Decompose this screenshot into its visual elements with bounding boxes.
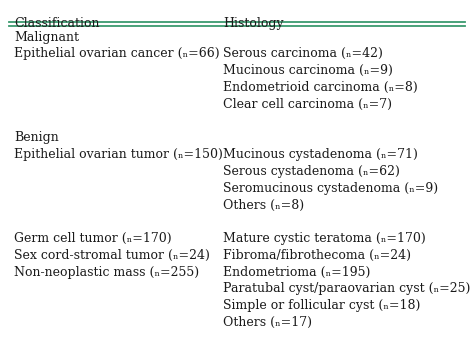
Text: Endometrioid carcinoma (ₙ=8): Endometrioid carcinoma (ₙ=8) <box>223 81 418 94</box>
Text: Mucinous carcinoma (ₙ=9): Mucinous carcinoma (ₙ=9) <box>223 64 393 77</box>
Text: Serous carcinoma (ₙ=42): Serous carcinoma (ₙ=42) <box>223 47 383 60</box>
Text: Malignant: Malignant <box>14 31 79 44</box>
Text: Serous cystadenoma (ₙ=62): Serous cystadenoma (ₙ=62) <box>223 165 400 178</box>
Text: Endometrioma (ₙ=195): Endometrioma (ₙ=195) <box>223 266 371 279</box>
Text: Mature cystic teratoma (ₙ=170): Mature cystic teratoma (ₙ=170) <box>223 232 426 245</box>
Text: Classification: Classification <box>14 17 100 31</box>
Text: Simple or follicular cyst (ₙ=18): Simple or follicular cyst (ₙ=18) <box>223 299 421 312</box>
Text: Epithelial ovarian cancer (ₙ=66): Epithelial ovarian cancer (ₙ=66) <box>14 47 219 60</box>
Text: Germ cell tumor (ₙ=170): Germ cell tumor (ₙ=170) <box>14 232 172 245</box>
Text: Sex cord-stromal tumor (ₙ=24): Sex cord-stromal tumor (ₙ=24) <box>14 249 210 262</box>
Text: Epithelial ovarian tumor (ₙ=150): Epithelial ovarian tumor (ₙ=150) <box>14 148 223 161</box>
Text: Others (ₙ=8): Others (ₙ=8) <box>223 199 304 212</box>
Text: Mucinous cystadenoma (ₙ=71): Mucinous cystadenoma (ₙ=71) <box>223 148 418 161</box>
Text: Non-neoplastic mass (ₙ=255): Non-neoplastic mass (ₙ=255) <box>14 266 199 279</box>
Text: Histology: Histology <box>223 17 284 31</box>
Text: Seromucinous cystadenoma (ₙ=9): Seromucinous cystadenoma (ₙ=9) <box>223 182 438 195</box>
Text: Clear cell carcinoma (ₙ=7): Clear cell carcinoma (ₙ=7) <box>223 98 392 111</box>
Text: Fibroma/fibrothecoma (ₙ=24): Fibroma/fibrothecoma (ₙ=24) <box>223 249 411 262</box>
Text: Benign: Benign <box>14 131 59 144</box>
Text: Paratubal cyst/paraovarian cyst (ₙ=25): Paratubal cyst/paraovarian cyst (ₙ=25) <box>223 283 471 295</box>
Text: Others (ₙ=17): Others (ₙ=17) <box>223 316 312 329</box>
